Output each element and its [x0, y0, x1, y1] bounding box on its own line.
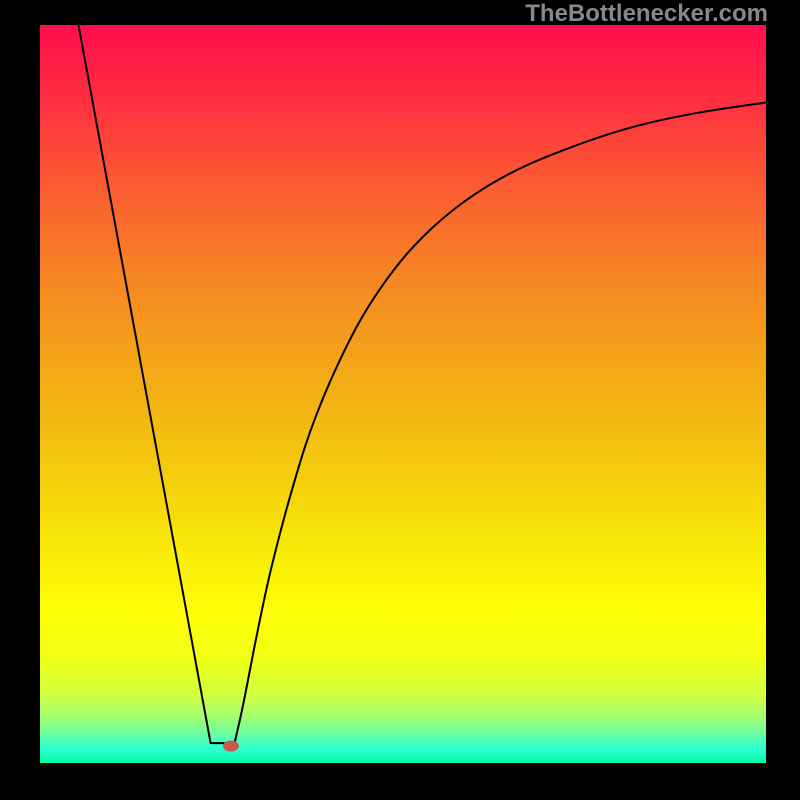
figure-container: TheBottlenecker.com: [0, 0, 800, 800]
chart-svg: [40, 25, 766, 763]
watermark-text: TheBottlenecker.com: [525, 0, 768, 28]
optimum-marker: [223, 740, 239, 751]
gradient-background: [40, 25, 766, 763]
plot-area: [40, 25, 766, 763]
